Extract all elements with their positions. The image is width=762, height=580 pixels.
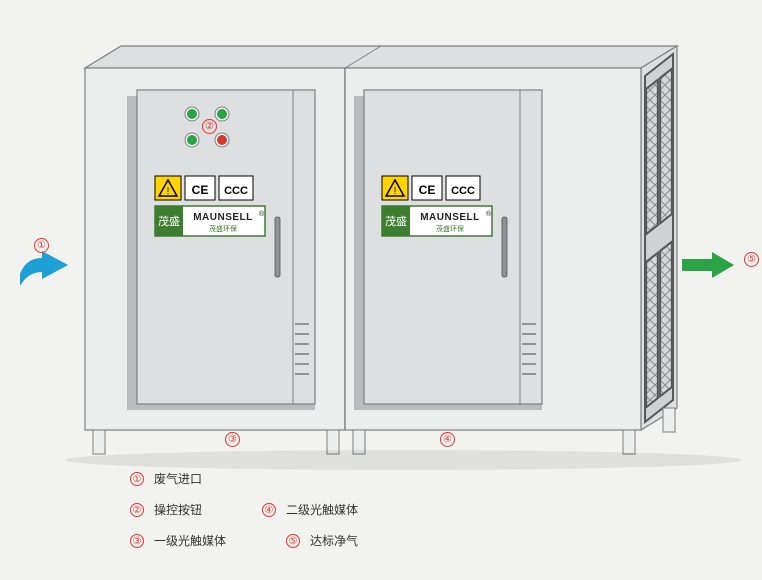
legend-item-3: ③ 一级光触媒体 [130,532,226,549]
legend-num: ⑤ [286,534,300,548]
svg-text:CCC: CCC [451,185,475,197]
callout-①: ① [34,238,49,253]
legend-label: 一级光触媒体 [154,532,226,549]
legend-num: ④ [262,503,276,517]
svg-text:CCC: CCC [224,185,248,197]
equipment-svg: ! CE CCC 茂盛 MAUNSELL ® 茂盛环保! CE CCC 茂盛 MAUNSELL ® 茂盛… [0,0,762,580]
callout-③: ③ [225,432,240,447]
svg-text:茂盛: 茂盛 [385,214,407,228]
callout-②: ② [202,119,217,134]
svg-text:茂盛: 茂盛 [158,214,180,228]
svg-text:MAUNSELL: MAUNSELL [420,212,480,223]
diagram-stage: ! CE CCC 茂盛 MAUNSELL ® 茂盛环保! CE CCC 茂盛 MAUNSELL ® 茂盛… [0,0,762,580]
legend-item-4: ④ 二级光触媒体 [262,501,358,518]
legend-label: 操控按钮 [154,501,202,518]
svg-text:®: ® [259,210,265,218]
svg-text:MAUNSELL: MAUNSELL [193,212,253,223]
svg-text:CE: CE [419,183,436,197]
callout-④: ④ [440,432,455,447]
svg-text:茂盛环保: 茂盛环保 [436,224,464,233]
legend-label: 废气进口 [154,470,202,487]
callout-⑤: ⑤ [744,252,759,267]
legend-item-2: ② 操控按钮 [130,501,202,518]
legend-item-5: ⑤ 达标净气 [286,532,358,549]
legend-num: ③ [130,534,144,548]
legend-num: ① [130,472,144,486]
legend-label: 二级光触媒体 [286,501,358,518]
legend-label: 达标净气 [310,532,358,549]
svg-text:!: ! [394,186,397,197]
svg-text:!: ! [167,186,170,197]
svg-text:CE: CE [192,183,209,197]
legend-num: ② [130,503,144,517]
legend-item-1: ① 废气进口 [130,470,202,487]
svg-text:®: ® [486,210,492,218]
legend: ① 废气进口 ② 操控按钮 ④ 二级光触媒体 ③ 一级光触媒体 ⑤ 达标净气 [130,470,358,563]
svg-text:茂盛环保: 茂盛环保 [209,224,237,233]
